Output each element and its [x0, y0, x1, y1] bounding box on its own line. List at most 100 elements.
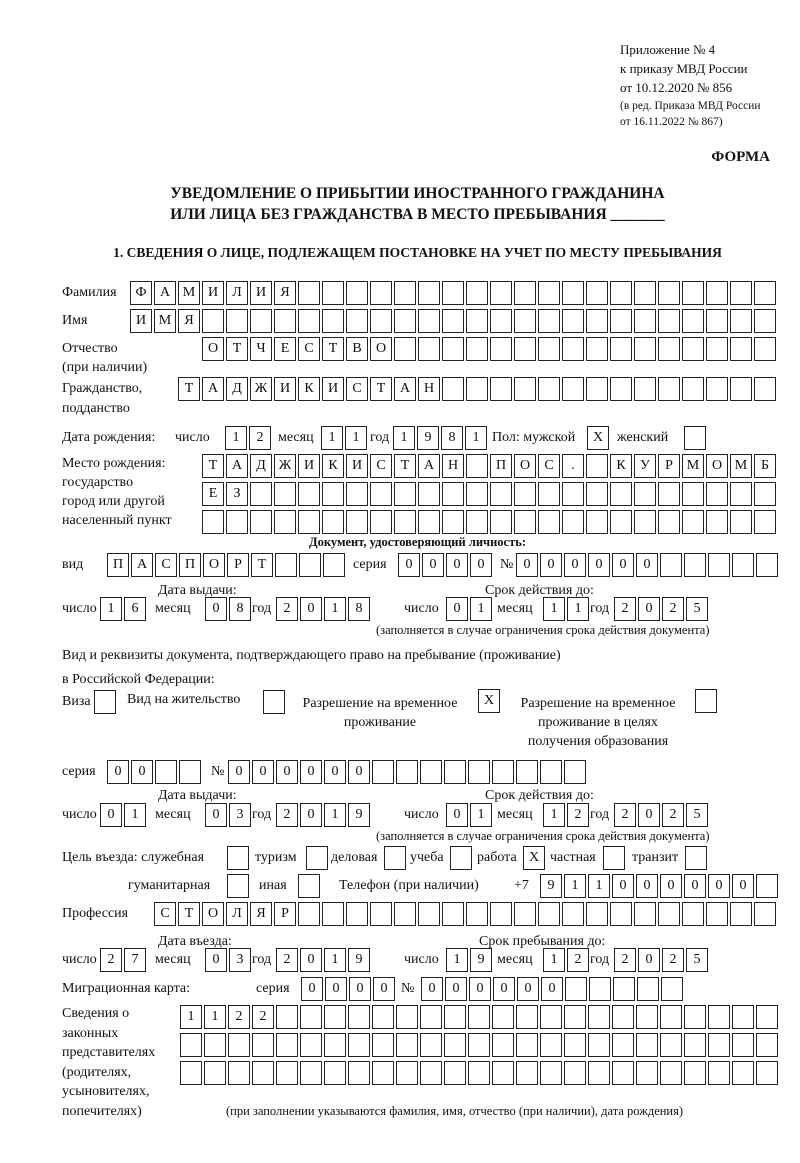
char-cell[interactable]: 9	[417, 426, 439, 450]
char-cell[interactable]: Д	[250, 454, 272, 478]
char-cell[interactable]: О	[203, 553, 225, 577]
char-cell[interactable]	[682, 482, 704, 506]
char-cell[interactable]: 0	[301, 977, 323, 1001]
char-cell[interactable]: 0	[517, 977, 539, 1001]
char-cell[interactable]	[610, 281, 632, 305]
char-cell[interactable]: Р	[227, 553, 249, 577]
char-cell[interactable]	[442, 377, 464, 401]
char-cell[interactable]: З	[226, 482, 248, 506]
char-cell[interactable]	[322, 902, 344, 926]
char-cell[interactable]: 9	[348, 803, 370, 827]
char-cell[interactable]	[442, 309, 464, 333]
char-cell[interactable]: И	[274, 377, 296, 401]
char-cell[interactable]	[754, 902, 776, 926]
char-cell[interactable]: 3	[229, 948, 251, 972]
char-cell[interactable]	[658, 377, 680, 401]
char-cell[interactable]	[372, 1005, 394, 1029]
char-cell[interactable]	[468, 1005, 490, 1029]
temp-residence-checkbox[interactable]: X	[478, 689, 500, 713]
char-cell[interactable]: 1	[324, 948, 346, 972]
char-cell[interactable]: 8	[348, 597, 370, 621]
char-cell[interactable]	[274, 482, 296, 506]
char-cell[interactable]	[202, 510, 224, 534]
char-cell[interactable]: М	[730, 454, 752, 478]
char-cell[interactable]: Ф	[130, 281, 152, 305]
char-cell[interactable]: X	[523, 846, 545, 870]
char-cell[interactable]: 1	[465, 426, 487, 450]
char-cell[interactable]: 9	[348, 948, 370, 972]
char-cell[interactable]	[372, 1061, 394, 1085]
char-cell[interactable]: 0	[205, 948, 227, 972]
char-cell[interactable]: 0	[516, 553, 538, 577]
purpose-service-checkbox[interactable]	[227, 846, 249, 870]
char-cell[interactable]	[586, 454, 608, 478]
char-cell[interactable]	[324, 1061, 346, 1085]
char-cell[interactable]: 0	[205, 803, 227, 827]
char-cell[interactable]: 8	[229, 597, 251, 621]
char-cell[interactable]	[442, 337, 464, 361]
char-cell[interactable]: К	[610, 454, 632, 478]
char-cell[interactable]	[684, 553, 706, 577]
char-cell[interactable]	[538, 510, 560, 534]
char-cell[interactable]	[275, 553, 297, 577]
char-cell[interactable]: 0	[131, 760, 153, 784]
char-cell[interactable]: 1	[204, 1005, 226, 1029]
char-cell[interactable]	[564, 1033, 586, 1057]
char-cell[interactable]	[370, 482, 392, 506]
representatives-cells-3[interactable]	[180, 1061, 778, 1085]
char-cell[interactable]	[634, 902, 656, 926]
char-cell[interactable]	[730, 510, 752, 534]
char-cell[interactable]: Т	[202, 454, 224, 478]
char-cell[interactable]: Т	[178, 902, 200, 926]
char-cell[interactable]	[466, 510, 488, 534]
purpose-transit-checkbox[interactable]	[685, 846, 707, 870]
char-cell[interactable]: 1	[225, 426, 247, 450]
char-cell[interactable]	[756, 1033, 778, 1057]
purpose-work-checkbox[interactable]: X	[523, 846, 545, 870]
char-cell[interactable]	[754, 510, 776, 534]
char-cell[interactable]	[634, 337, 656, 361]
char-cell[interactable]	[612, 1061, 634, 1085]
char-cell[interactable]	[300, 1033, 322, 1057]
char-cell[interactable]	[586, 510, 608, 534]
char-cell[interactable]	[682, 309, 704, 333]
char-cell[interactable]	[514, 902, 536, 926]
char-cell[interactable]	[298, 281, 320, 305]
char-cell[interactable]	[372, 760, 394, 784]
char-cell[interactable]	[540, 1061, 562, 1085]
char-cell[interactable]	[322, 309, 344, 333]
char-cell[interactable]	[516, 1005, 538, 1029]
char-cell[interactable]	[204, 1061, 226, 1085]
char-cell[interactable]	[538, 482, 560, 506]
char-cell[interactable]	[346, 482, 368, 506]
char-cell[interactable]	[610, 902, 632, 926]
char-cell[interactable]: О	[706, 454, 728, 478]
char-cell[interactable]: 5	[686, 948, 708, 972]
char-cell[interactable]: 0	[684, 874, 706, 898]
char-cell[interactable]	[562, 482, 584, 506]
char-cell[interactable]	[634, 377, 656, 401]
char-cell[interactable]	[682, 377, 704, 401]
char-cell[interactable]	[442, 902, 464, 926]
char-cell[interactable]	[418, 510, 440, 534]
char-cell[interactable]	[610, 337, 632, 361]
char-cell[interactable]: Ч	[250, 337, 272, 361]
char-cell[interactable]: 1	[543, 948, 565, 972]
char-cell[interactable]	[276, 1061, 298, 1085]
char-cell[interactable]	[370, 281, 392, 305]
char-cell[interactable]	[682, 337, 704, 361]
char-cell[interactable]: 0	[398, 553, 420, 577]
char-cell[interactable]	[372, 1033, 394, 1057]
char-cell[interactable]: 2	[567, 803, 589, 827]
char-cell[interactable]	[490, 510, 512, 534]
char-cell[interactable]	[562, 902, 584, 926]
birth-place-cells-3[interactable]	[202, 510, 776, 534]
char-cell[interactable]	[420, 1033, 442, 1057]
char-cell[interactable]	[514, 281, 536, 305]
char-cell[interactable]	[346, 281, 368, 305]
